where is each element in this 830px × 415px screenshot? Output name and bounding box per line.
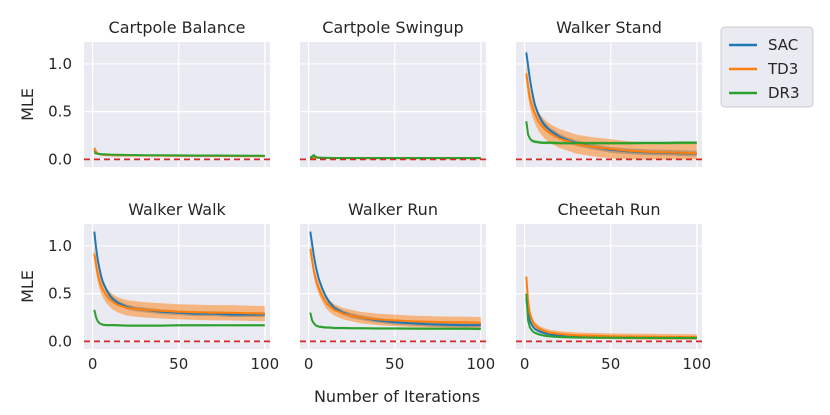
y-tick-label: 1.0 (48, 55, 72, 73)
plot-area (93, 147, 265, 158)
band-td3 (94, 245, 265, 322)
x-tick-label: 100 (683, 355, 712, 373)
line-dr3 (309, 154, 481, 160)
legend-label: DR3 (768, 84, 800, 102)
line-dr3 (525, 121, 697, 145)
panel-background (300, 224, 486, 349)
line-td3 (525, 276, 697, 339)
legend-item-td3: TD3 (729, 60, 798, 78)
x-tick-label: 100 (251, 355, 280, 373)
x-tick-label: 0 (304, 355, 314, 373)
legend: SAC TD3 DR3 (720, 26, 814, 108)
y-tick-label: 0.5 (48, 103, 72, 121)
y-tick-label: 0.0 (48, 332, 72, 350)
panel-background (84, 224, 270, 349)
panel-walker-run: Walker Run 0 50 100 (300, 200, 495, 373)
y-tick-label: 0.0 (48, 150, 72, 168)
x-axis-label: Number of Iterations (314, 387, 480, 406)
x-tick-label: 0 (88, 355, 98, 373)
legend-label: TD3 (767, 60, 798, 78)
panel-cheetah-run: Cheetah Run 0 50 100 (516, 200, 711, 373)
plot-area (309, 229, 481, 331)
panel-title: Walker Walk (128, 200, 226, 219)
x-tick-label: 50 (169, 355, 188, 373)
plot-area (525, 273, 697, 340)
panel-cartpole-swingup: Cartpole Swingup (300, 18, 486, 167)
panel-title: Cartpole Balance (109, 18, 246, 37)
panel-cartpole-balance: Cartpole Balance 0.0 0.5 1.0 (48, 18, 270, 168)
panel-background (516, 224, 702, 349)
y-tick-label: 0.5 (48, 285, 72, 303)
line-dr3 (93, 309, 265, 327)
panel-title: Walker Run (348, 200, 438, 219)
y-axis-label: MLE (18, 270, 37, 303)
legend-item-dr3: DR3 (729, 84, 800, 102)
x-tick-label: 0 (520, 355, 530, 373)
plot-area (309, 154, 481, 160)
panel-title: Walker Stand (556, 18, 662, 37)
x-tick-label: 50 (385, 355, 404, 373)
line-td3 (309, 248, 481, 324)
y-axis-labels: MLE MLE (18, 88, 37, 303)
line-dr3 (525, 293, 697, 339)
line-td3 (93, 253, 265, 315)
line-dr3 (309, 312, 481, 330)
legend-box (720, 26, 814, 108)
panel-walker-stand: Walker Stand (516, 18, 702, 167)
plot-area (93, 229, 265, 327)
line-sac (93, 231, 265, 316)
plot-area (525, 49, 697, 160)
x-tick-label: 50 (601, 355, 620, 373)
panels: Cartpole Balance 0.0 0.5 1.0 Cartpole Swingu… (48, 18, 711, 373)
panel-walker-walk: Walker Walk 0.0 0.5 1.0 0 50 100 (48, 200, 279, 373)
panel-title: Cartpole Swingup (322, 18, 463, 37)
panel-background (84, 42, 270, 167)
legend-item-sac: SAC (729, 36, 798, 54)
line-sac (309, 231, 481, 327)
y-tick-label: 1.0 (48, 237, 72, 255)
band-td3 (310, 243, 481, 329)
panel-title: Cheetah Run (558, 200, 661, 219)
panel-background (300, 42, 486, 167)
line-td3 (525, 73, 697, 155)
y-axis-label: MLE (18, 88, 37, 121)
line-dr3 (93, 151, 265, 157)
band-td3 (526, 63, 697, 160)
x-tick-label: 100 (467, 355, 496, 373)
legend-label: SAC (768, 36, 798, 54)
